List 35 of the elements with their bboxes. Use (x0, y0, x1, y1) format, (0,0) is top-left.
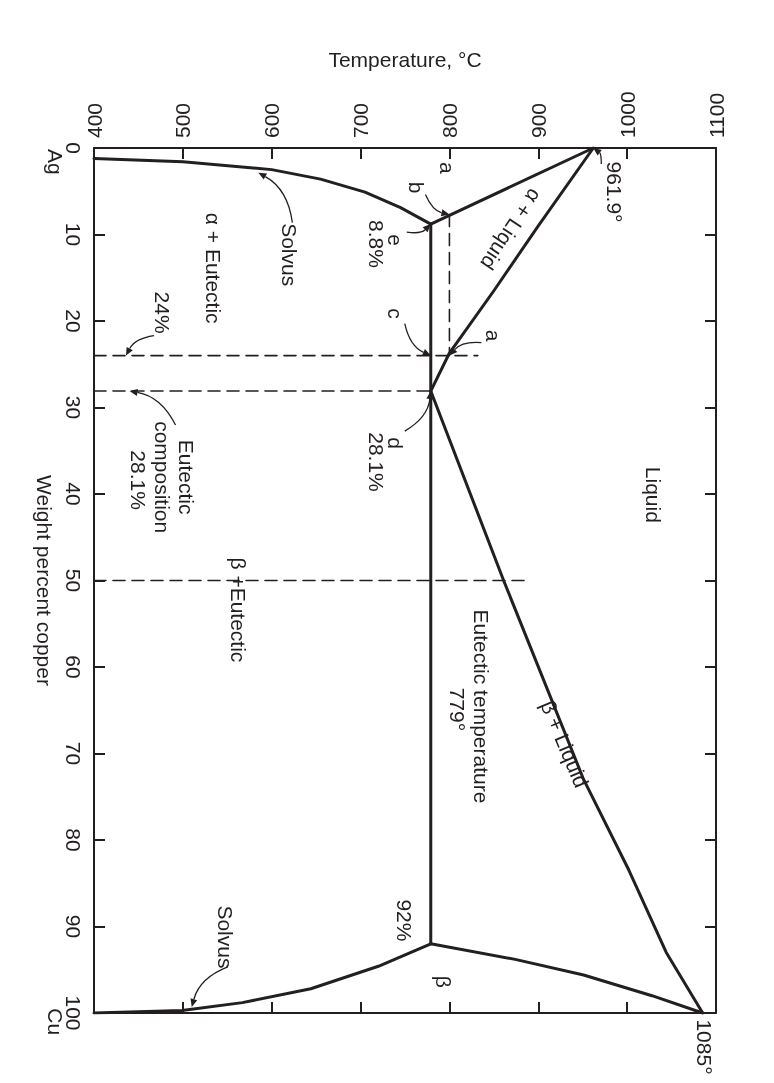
annotation: 92% (392, 899, 416, 942)
x-tick-label: 500 (171, 102, 195, 138)
x-tick-label: 1000 (615, 91, 639, 138)
y-tick-label: 40 (62, 482, 85, 506)
annotation: 961.9° (602, 161, 626, 223)
annotation: β (432, 975, 456, 988)
y-tick-label: 50 (62, 568, 85, 593)
x-tick-label: 700 (349, 102, 373, 138)
annotation: Eutectic composition 28.1% (127, 421, 199, 540)
annotation: a (435, 162, 459, 175)
annotation: Solvus (214, 905, 238, 969)
annotation: α + Eutectic (201, 212, 225, 324)
x-tick-label: 600 (260, 102, 284, 138)
y-tick-label: 70 (62, 741, 85, 766)
annotation: Solvus (277, 223, 301, 287)
y-tick-label: 20 (62, 309, 85, 333)
x-axis-title: Temperature, °C (328, 48, 482, 71)
annotation: 1085° (693, 1019, 717, 1075)
annotation: Liquid (641, 466, 665, 523)
y-tick-label: 10 (62, 222, 85, 247)
y-tick-label: 30 (62, 395, 85, 420)
y-tick-label: 90 (62, 914, 85, 939)
annotation: Eutectic temperature 779° (446, 609, 494, 810)
x-tick-label: 800 (437, 102, 461, 138)
x-tick-label: 400 (82, 102, 106, 138)
annotation: b (404, 181, 428, 194)
annotation: 24% (151, 291, 175, 334)
annotation: β +Eutectic (227, 557, 251, 663)
annotation: a (481, 329, 505, 342)
annotation: c (384, 308, 408, 319)
x-tick-label: 900 (526, 102, 550, 138)
y-tick-label: 60 (62, 655, 85, 679)
y-axis-title: Weight percent copper (33, 475, 57, 686)
x-tick-label: 1100 (704, 92, 728, 138)
y-tick-label: 80 (62, 828, 85, 852)
